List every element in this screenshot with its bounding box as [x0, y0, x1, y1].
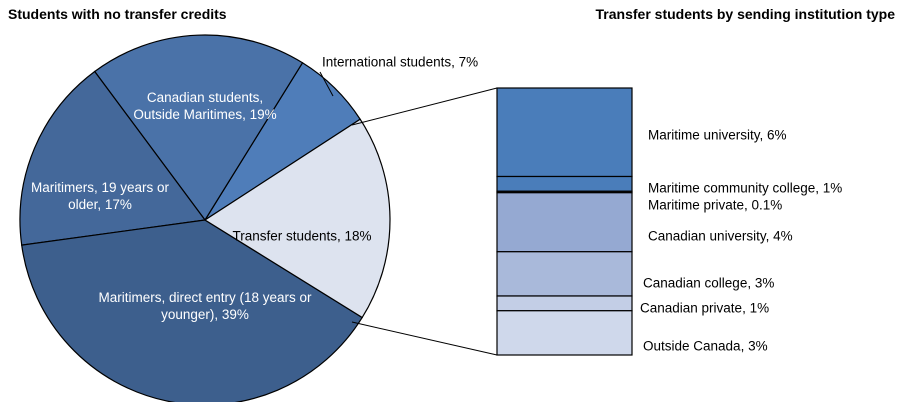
pie-slice — [19, 70, 207, 246]
bar-segment — [496, 251, 633, 297]
data-label: Maritime private, 0.1% — [648, 197, 783, 213]
pie-slice — [21, 219, 364, 402]
data-label: Maritimers, 19 years or older, 17% — [30, 180, 170, 212]
data-label: Maritime university, 6% — [648, 127, 787, 143]
bar-segment — [496, 175, 633, 192]
pie-slice — [93, 34, 304, 222]
data-label: International students, 7% — [322, 54, 479, 70]
pie-title: Students with no transfer credits — [8, 6, 227, 22]
bar-segment — [496, 87, 633, 178]
leader-line — [319, 71, 334, 97]
bar-segment — [496, 192, 633, 253]
bar-segment — [496, 310, 633, 356]
data-label: Canadian private, 1% — [640, 300, 770, 316]
connector-line — [351, 87, 498, 126]
data-label: Canadian students, Outside Maritimes, 19… — [133, 90, 277, 122]
bar-title: Transfer students by sending institution… — [595, 6, 895, 22]
data-label: Maritimers, direct entry (18 years or yo… — [98, 290, 312, 322]
data-label: Transfer students, 18% — [232, 228, 372, 244]
data-label: Maritime community college, 1% — [648, 180, 843, 196]
data-label: Outside Canada, 3% — [643, 338, 768, 354]
pie-slice — [203, 118, 391, 319]
data-label: Canadian university, 4% — [648, 228, 793, 244]
bar-segment — [496, 295, 633, 312]
data-label: Canadian college, 3% — [643, 275, 775, 291]
connector-line — [351, 321, 498, 356]
